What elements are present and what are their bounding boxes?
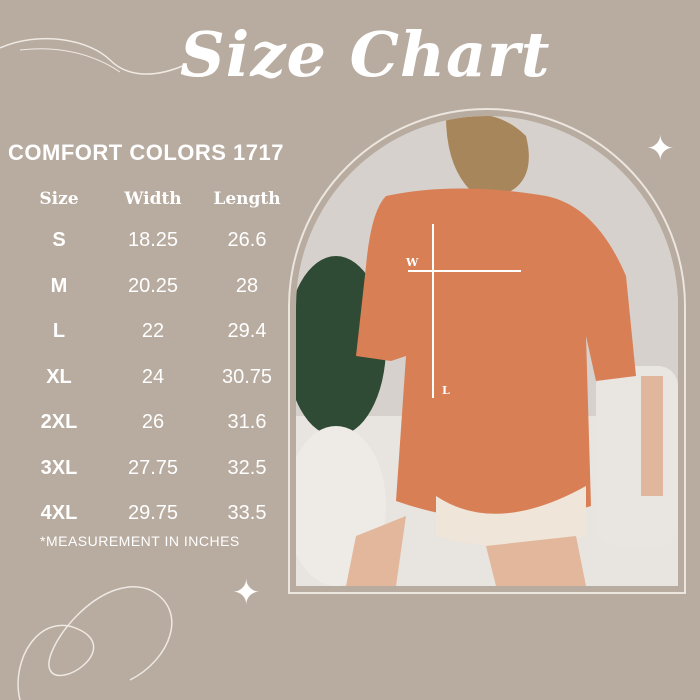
table-row: XL 24 30.75 <box>12 355 294 401</box>
table-row: L 22 29.4 <box>12 309 294 355</box>
cell-width: 29.75 <box>127 502 179 525</box>
sparkle-icon: ✦ <box>646 130 675 168</box>
page-title: Size Chart <box>180 18 551 91</box>
header-length: Length <box>213 189 281 209</box>
table-row: M 20.25 28 <box>12 264 294 310</box>
cell-size: 4XL <box>40 502 78 525</box>
swirl-decoration-bottom <box>17 586 173 700</box>
cell-length: 33.5 <box>227 502 267 525</box>
length-marker: L <box>442 384 450 397</box>
cell-length: 28 <box>235 274 259 297</box>
table-row: S 18.25 26.6 <box>12 218 294 264</box>
table-header-row: Size Width Length <box>12 180 294 218</box>
header-width: Width <box>124 189 182 209</box>
cell-width: 22 <box>141 320 165 343</box>
sparkle-icon: ✦ <box>232 574 261 612</box>
size-table: Size Width Length S 18.25 26.6 M 20.25 28 L 22 2… <box>12 180 294 537</box>
photo-arch-frame <box>288 108 686 594</box>
header-size: Size <box>39 189 79 209</box>
cell-width: 26 <box>141 411 165 434</box>
cell-length: 29.4 <box>227 320 267 343</box>
cell-length: 31.6 <box>227 411 267 434</box>
cell-width: 20.25 <box>127 274 179 297</box>
cell-width: 24 <box>141 365 165 388</box>
cell-size: L <box>52 320 66 343</box>
measurement-note: *MEASUREMENT IN INCHES <box>40 533 240 549</box>
table-row: 2XL 26 31.6 <box>12 400 294 446</box>
table-row: 3XL 27.75 32.5 <box>12 446 294 492</box>
cell-width: 18.25 <box>127 229 179 252</box>
cell-size: 2XL <box>40 411 78 434</box>
cell-length: 30.75 <box>221 365 273 388</box>
cell-size: S <box>52 229 66 252</box>
cell-size: 3XL <box>40 456 78 479</box>
cell-width: 27.75 <box>127 456 179 479</box>
brand-heading: COMFORT COLORS 1717 <box>8 140 284 165</box>
cell-length: 26.6 <box>227 229 267 252</box>
cell-size: M <box>50 274 68 297</box>
cell-size: XL <box>46 365 72 388</box>
swirl-decoration-top <box>0 37 186 75</box>
cell-length: 32.5 <box>227 456 267 479</box>
table-row: 4XL 29.75 33.5 <box>12 491 294 537</box>
